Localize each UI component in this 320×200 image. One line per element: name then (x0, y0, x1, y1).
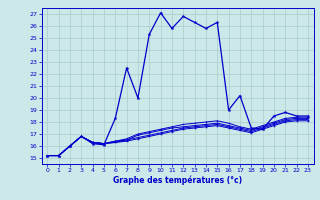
X-axis label: Graphe des températures (°c): Graphe des températures (°c) (113, 176, 242, 185)
